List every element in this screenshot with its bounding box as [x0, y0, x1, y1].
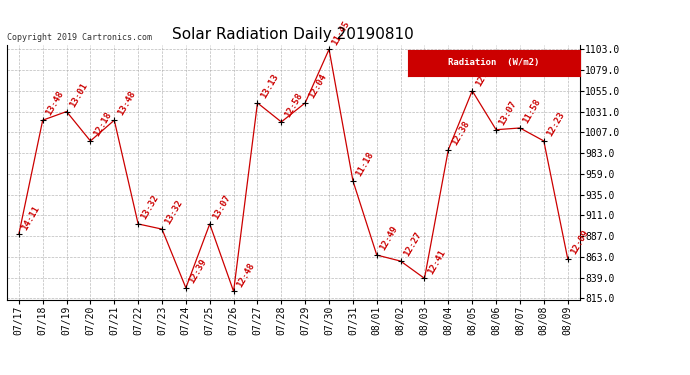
Text: 12:38: 12:38: [450, 119, 471, 147]
Text: 12:41: 12:41: [426, 248, 447, 276]
Text: 12:18: 12:18: [92, 110, 113, 138]
Text: 13:07: 13:07: [211, 194, 233, 221]
Text: 13:07: 13:07: [497, 99, 519, 127]
Text: 12:48: 12:48: [235, 261, 256, 289]
Text: 13:32: 13:32: [139, 194, 161, 221]
Text: Copyright 2019 Cartronics.com: Copyright 2019 Cartronics.com: [7, 33, 152, 42]
Text: 12:03: 12:03: [473, 60, 495, 88]
Title: Solar Radiation Daily 20190810: Solar Radiation Daily 20190810: [172, 27, 414, 42]
Text: 12:58: 12:58: [283, 92, 304, 119]
Text: 11:58: 11:58: [522, 98, 542, 125]
Text: 12:39: 12:39: [187, 257, 208, 285]
Text: 14:11: 14:11: [20, 204, 41, 231]
Text: 11:45: 11:45: [331, 19, 352, 46]
Text: 13:13: 13:13: [259, 72, 280, 100]
Text: 13:01: 13:01: [68, 81, 89, 109]
Text: 13:32: 13:32: [164, 199, 185, 226]
Text: 12:49: 12:49: [378, 225, 400, 252]
Text: 12:09: 12:09: [569, 228, 590, 256]
Text: 12:23: 12:23: [545, 110, 566, 138]
Text: 12:27: 12:27: [402, 231, 423, 258]
Text: 12:04: 12:04: [306, 72, 328, 100]
Text: 13:48: 13:48: [116, 90, 137, 117]
Text: 13:48: 13:48: [44, 90, 66, 117]
Text: 11:18: 11:18: [354, 150, 375, 178]
